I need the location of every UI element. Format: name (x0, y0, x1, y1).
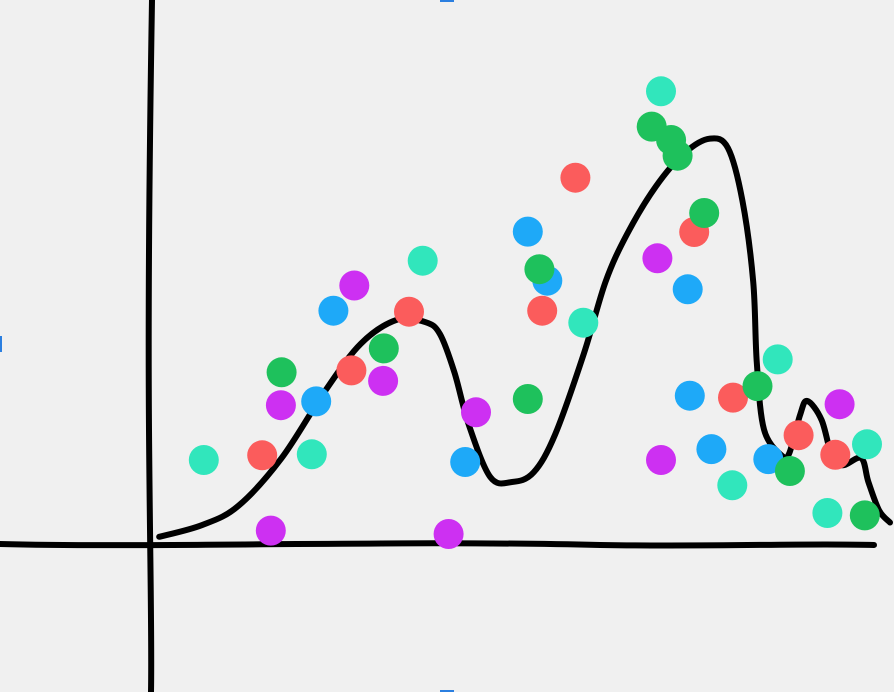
data-point-red (820, 439, 851, 470)
data-point-teal (188, 445, 219, 475)
data-point-teal (646, 76, 676, 107)
data-point-purple (461, 397, 491, 428)
data-point-purple (339, 270, 370, 301)
data-point-green (662, 140, 693, 171)
data-point-blue (674, 380, 705, 411)
data-point-green (368, 333, 399, 364)
data-point-teal (852, 429, 882, 460)
data-point-purple (265, 390, 296, 421)
left-resize-handle[interactable] (0, 336, 2, 352)
data-point-teal (407, 245, 438, 276)
data-point-red (336, 355, 367, 386)
data-point-red (560, 162, 591, 193)
data-point-green (849, 500, 880, 531)
data-point-purple (368, 365, 399, 396)
data-point-blue (301, 386, 332, 417)
data-point-blue (696, 434, 727, 465)
data-point-green (266, 357, 297, 388)
data-point-teal (717, 470, 748, 501)
data-point-purple (642, 243, 673, 274)
data-point-teal (296, 439, 327, 470)
data-point-purple (646, 445, 676, 475)
data-point-teal (762, 344, 793, 375)
data-point-blue (318, 295, 349, 326)
data-point-green (512, 384, 543, 414)
data-point-purple (824, 389, 855, 420)
data-point-purple (433, 519, 464, 549)
data-point-red (718, 382, 748, 413)
data-point-red (394, 296, 424, 327)
data-point-blue (672, 274, 703, 305)
data-point-teal (568, 307, 599, 338)
data-point-red (783, 420, 814, 451)
data-point-green (689, 198, 720, 228)
y-axis-line (145, 0, 155, 692)
data-point-purple (255, 515, 286, 546)
data-point-red (527, 295, 558, 326)
x-axis-line (0, 540, 877, 549)
data-point-teal (812, 498, 843, 528)
bottom-resize-handle[interactable] (440, 690, 454, 692)
data-point-red (247, 440, 278, 471)
data-point-green (524, 254, 555, 285)
data-point-blue (450, 447, 481, 477)
points-layer (188, 76, 882, 549)
data-point-green (774, 456, 805, 486)
data-point-blue (512, 216, 543, 247)
data-point-green (742, 371, 773, 402)
top-resize-handle[interactable] (440, 0, 454, 2)
